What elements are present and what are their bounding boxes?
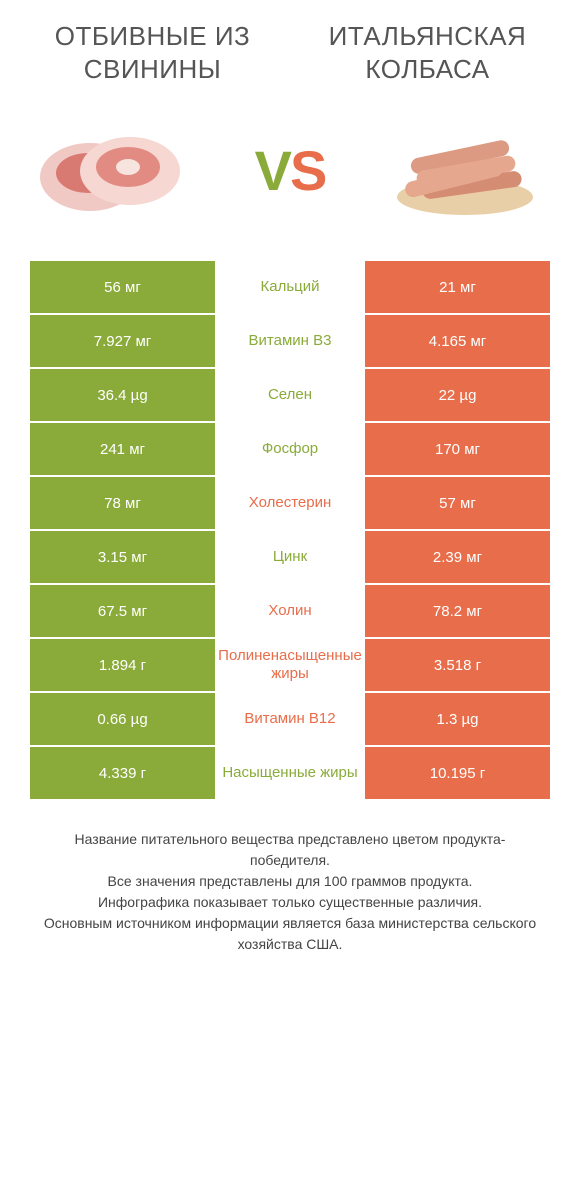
product-right-title: ИТАЛЬЯНСКАЯ КОЛБАСА <box>315 20 540 85</box>
nutrient-label: Селен <box>215 369 365 421</box>
value-right: 78.2 мг <box>365 585 550 637</box>
nutrient-label: Насыщенные жиры <box>215 747 365 799</box>
nutrient-label: Кальций <box>215 261 365 313</box>
product-right-image <box>380 115 550 225</box>
value-left: 56 мг <box>30 261 215 313</box>
value-left: 4.339 г <box>30 747 215 799</box>
value-right: 10.195 г <box>365 747 550 799</box>
nutrient-label: Холин <box>215 585 365 637</box>
table-row: 3.15 мгЦинк2.39 мг <box>30 531 550 583</box>
comparison-table: 56 мгКальций21 мг7.927 мгВитамин B34.165… <box>30 255 550 799</box>
nutrient-label: Витамин B12 <box>215 693 365 745</box>
value-right: 21 мг <box>365 261 550 313</box>
table-row: 241 мгФосфор170 мг <box>30 423 550 475</box>
title-row: ОТБИВНЫЕ ИЗ СВИНИНЫ ИТАЛЬЯНСКАЯ КОЛБАСА <box>30 20 550 105</box>
value-left: 241 мг <box>30 423 215 475</box>
value-right: 4.165 мг <box>365 315 550 367</box>
table-row: 78 мгХолестерин57 мг <box>30 477 550 529</box>
nutrient-label: Витамин B3 <box>215 315 365 367</box>
value-left: 0.66 µg <box>30 693 215 745</box>
vs-v: V <box>255 139 290 202</box>
value-left: 78 мг <box>30 477 215 529</box>
table-row: 67.5 мгХолин78.2 мг <box>30 585 550 637</box>
table-row: 36.4 µgСелен22 µg <box>30 369 550 421</box>
value-right: 3.518 г <box>365 639 550 691</box>
footer-line: Основным источником информации является … <box>40 913 540 955</box>
footer-line: Инфографика показывает только существенн… <box>40 892 540 913</box>
nutrient-label: Холестерин <box>215 477 365 529</box>
nutrient-label: Цинк <box>215 531 365 583</box>
value-right: 1.3 µg <box>365 693 550 745</box>
value-left: 67.5 мг <box>30 585 215 637</box>
value-right: 2.39 мг <box>365 531 550 583</box>
table-row: 1.894 гПолиненасыщенные жиры3.518 г <box>30 639 550 691</box>
footer-line: Все значения представлены для 100 граммо… <box>40 871 540 892</box>
table-row: 0.66 µgВитамин B121.3 µg <box>30 693 550 745</box>
value-left: 3.15 мг <box>30 531 215 583</box>
value-right: 170 мг <box>365 423 550 475</box>
value-left: 36.4 µg <box>30 369 215 421</box>
footer-line: Название питательного вещества представл… <box>40 829 540 871</box>
value-left: 7.927 мг <box>30 315 215 367</box>
value-right: 57 мг <box>365 477 550 529</box>
value-left: 1.894 г <box>30 639 215 691</box>
vs-label: VS <box>255 138 326 203</box>
value-right: 22 µg <box>365 369 550 421</box>
vs-s: S <box>290 139 325 202</box>
footer-notes: Название питательного вещества представл… <box>30 799 550 955</box>
nutrient-label: Полиненасыщенные жиры <box>215 639 365 691</box>
product-left-image <box>30 115 200 225</box>
nutrient-label: Фосфор <box>215 423 365 475</box>
table-row: 56 мгКальций21 мг <box>30 261 550 313</box>
product-left-title: ОТБИВНЫЕ ИЗ СВИНИНЫ <box>40 20 265 85</box>
table-row: 4.339 гНасыщенные жиры10.195 г <box>30 747 550 799</box>
vs-row: VS <box>30 105 550 255</box>
table-row: 7.927 мгВитамин B34.165 мг <box>30 315 550 367</box>
